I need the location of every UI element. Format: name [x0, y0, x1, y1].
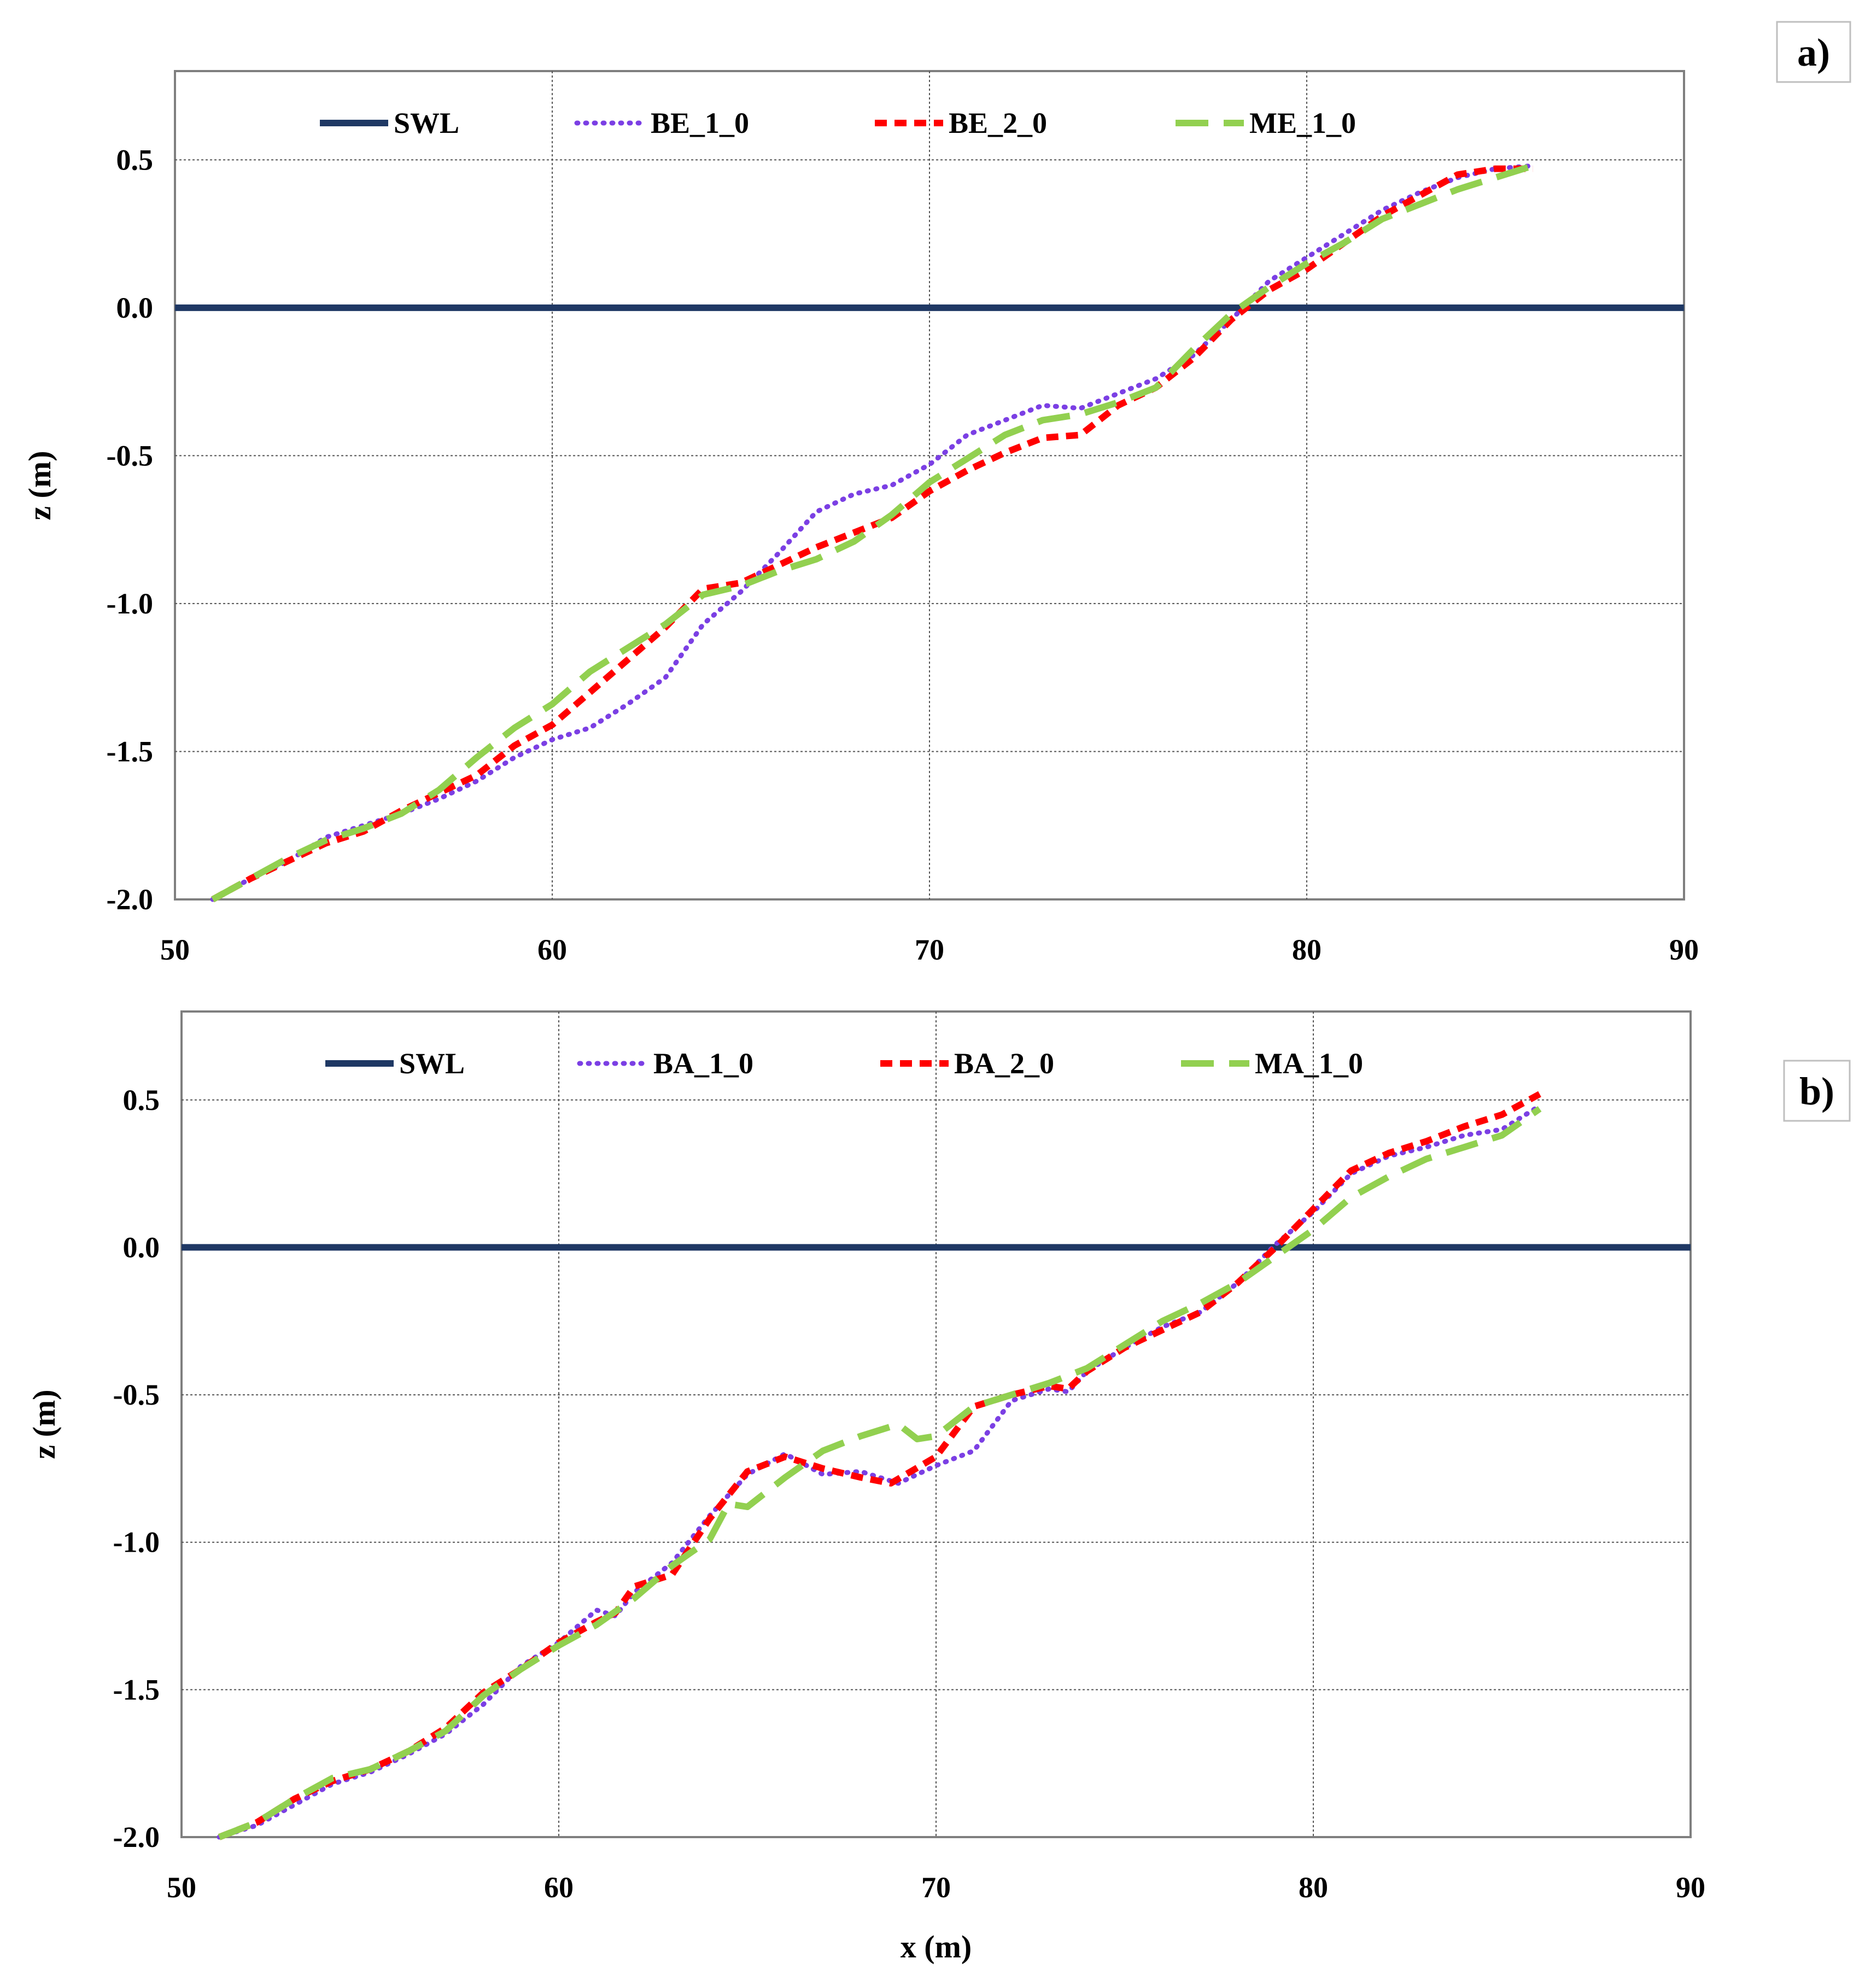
- y-tick-label: -0.5: [113, 1378, 160, 1411]
- legend-label-be-2-0: BE_2_0: [949, 107, 1047, 139]
- legend-b: SWL BA_1_0 BA_2_0 MA_1_0: [325, 1047, 1363, 1080]
- y-tick-label: -2.0: [113, 1821, 160, 1853]
- series-line-me-1-0: [211, 162, 1534, 903]
- series-line-be-1-0: [210, 163, 1536, 902]
- x-tick-label: 60: [537, 933, 567, 966]
- legend-label-be-1-0: BE_1_0: [651, 107, 749, 139]
- legend-label-ba-2-0: BA_2_0: [954, 1047, 1054, 1080]
- legend-label-swl: SWL: [394, 107, 459, 139]
- y-axis-title-a: z (m): [22, 451, 57, 520]
- series-line-ba-1-0: [217, 1103, 1542, 1840]
- series-line-ma-1-0: [218, 1106, 1542, 1840]
- x-tick-label: 80: [1299, 1871, 1328, 1904]
- panel-label-a: a): [1797, 31, 1830, 74]
- x-axis-title-b: x (m): [901, 1929, 972, 1964]
- gridlines-a: [175, 71, 1684, 899]
- x-tick-label: 50: [160, 933, 190, 966]
- series-lines-a: [175, 162, 1684, 903]
- y-tick-label: -1.0: [107, 587, 153, 620]
- series-lines-b: [182, 1091, 1691, 1840]
- y-tick-label: -1.0: [113, 1526, 160, 1559]
- x-tick-label: 90: [1676, 1871, 1705, 1904]
- x-tick-label: 60: [544, 1871, 574, 1904]
- y-tick-label: 0.5: [116, 143, 154, 176]
- legend-label-swl: SWL: [399, 1047, 465, 1080]
- y-tick-label: -0.5: [107, 439, 153, 472]
- x-tick-label: 50: [167, 1871, 196, 1904]
- panel-label-b: b): [1799, 1069, 1834, 1113]
- panel-b: 50 60 70 80 90 0.5 0.0 -0.5 -1.0 -1.5 -2.0 SWL BA_1…: [26, 1010, 1851, 1964]
- x-tick-label: 70: [921, 1871, 951, 1904]
- legend-label-ma-1-0: MA_1_0: [1255, 1047, 1363, 1080]
- panel-label-box-b: [1783, 1060, 1851, 1122]
- y-tick-label: 0.5: [123, 1084, 160, 1116]
- x-tick-label: 80: [1292, 933, 1322, 966]
- legend-label-ba-1-0: BA_1_0: [653, 1047, 753, 1080]
- ticks-a: 50 60 70 80 90 0.5 0.0 -0.5 -1.0 -1.5 -2.0: [107, 143, 1699, 966]
- legend-a: SWL BE_1_0 BE_2_0 ME_1_0: [320, 107, 1356, 139]
- y-tick-label: -1.5: [113, 1673, 160, 1706]
- y-tick-label: -2.0: [107, 883, 153, 916]
- legend-label-me-1-0: ME_1_0: [1249, 107, 1356, 139]
- gridlines-b: [182, 1011, 1691, 1837]
- ticks-b: 50 60 70 80 90 0.5 0.0 -0.5 -1.0 -1.5 -2.0: [113, 1084, 1705, 1904]
- y-axis-title-b: z (m): [26, 1389, 62, 1459]
- x-tick-label: 70: [915, 933, 944, 966]
- panel-a: 50 60 70 80 90 0.5 0.0 -0.5 -1.0 -1.5 -2.0 SWL BE_1…: [22, 21, 1851, 966]
- x-tick-label: 90: [1669, 933, 1699, 966]
- y-tick-label: -1.5: [107, 735, 153, 768]
- y-tick-label: 0.0: [116, 291, 154, 324]
- y-tick-label: 0.0: [123, 1231, 160, 1264]
- panel-label-box-a: [1776, 21, 1851, 83]
